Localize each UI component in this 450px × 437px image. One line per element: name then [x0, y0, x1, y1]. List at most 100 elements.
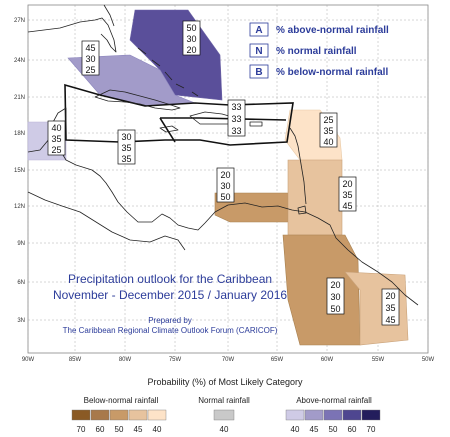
lon-label: 75W [169, 357, 182, 363]
svg-text:35: 35 [323, 126, 333, 136]
map-title: Precipitation outlook for the Caribbean … [53, 272, 287, 335]
lat-label: 21N [14, 95, 25, 101]
category-legend: A % above-normal rainfall N % normal rai… [249, 22, 389, 79]
svg-text:40: 40 [51, 123, 61, 133]
lon-label: 80W [119, 357, 132, 363]
svg-text:20: 20 [342, 179, 352, 189]
coast-gulf-florida [27, 17, 117, 53]
lon-label: 65W [271, 357, 284, 363]
zone-label-cuba-west: 45 30 25 [81, 40, 100, 76]
legend-text: % above-normal rainfall [276, 25, 389, 36]
svg-text:33: 33 [231, 114, 241, 124]
lat-label: 3N [17, 318, 25, 324]
svg-text:35: 35 [342, 190, 352, 200]
svg-text:50: 50 [115, 425, 124, 434]
legend-letter-box [249, 64, 269, 79]
zone-divider [159, 117, 176, 143]
svg-text:45: 45 [310, 425, 319, 434]
svg-text:60: 60 [96, 425, 105, 434]
island-lesser-antilles [289, 127, 307, 205]
zone-label-yucatan: 40 35 25 [47, 120, 66, 156]
colorbar-above-ticks: 40 45 50 60 70 [291, 425, 376, 434]
svg-text:50: 50 [220, 192, 230, 202]
svg-text:30: 30 [85, 54, 95, 64]
svg-text:45: 45 [134, 425, 143, 434]
lat-label: 24N [14, 58, 25, 64]
lat-label: 18N [14, 131, 25, 137]
prepared-by: Prepared by [148, 316, 192, 325]
svg-text:40: 40 [153, 425, 162, 434]
prepared-by-org: The Caribbean Regional Climate Outlook F… [63, 326, 278, 335]
svg-text:70: 70 [367, 425, 376, 434]
lat-label: 27N [14, 18, 25, 24]
title-line-1: Precipitation outlook for the Caribbean [68, 272, 272, 286]
zone-label-bahamas: 50 30 20 [182, 20, 201, 56]
zone-label-leeward: 25 35 40 [319, 112, 338, 148]
zone-labels: 50 30 20 45 30 25 40 35 25 30 35 35 33 3… [47, 20, 400, 326]
colorbar: Probability (%) of Most Likely Category … [71, 377, 381, 434]
colorbar-normal-swatch [213, 409, 235, 421]
lon-label: 50W [422, 357, 435, 363]
colorbar-below-swatches [71, 409, 167, 421]
zone-trinidad[interactable] [287, 159, 343, 236]
colorbar-below-label: Below-normal rainfall [84, 396, 159, 405]
svg-text:20: 20 [330, 280, 340, 290]
lon-label: 85W [69, 357, 82, 363]
svg-text:40: 40 [291, 425, 300, 434]
coast-pacific-central-america [27, 191, 186, 251]
island-jamaica [159, 125, 179, 133]
svg-text:40: 40 [323, 137, 333, 147]
coast-mexico-central-america [27, 107, 206, 231]
island-cuba [94, 89, 181, 111]
zone-label-hispaniola: 33 33 33 [227, 99, 246, 137]
lon-label: 55W [372, 357, 385, 363]
svg-text:70: 70 [77, 425, 86, 434]
svg-text:30: 30 [121, 132, 131, 142]
zone-label-jamaica: 30 35 35 [117, 129, 136, 165]
svg-text:20: 20 [186, 45, 196, 55]
lat-label: 12N [14, 204, 25, 210]
legend-letter-box [249, 43, 269, 58]
coast-south-america [204, 202, 419, 306]
svg-text:35: 35 [51, 134, 61, 144]
svg-text:25: 25 [323, 115, 333, 125]
svg-text:20: 20 [220, 170, 230, 180]
island-puerto-rico [249, 121, 263, 127]
svg-text:20: 20 [385, 291, 395, 301]
colorbar-above-label: Above-normal rainfall [296, 396, 372, 405]
svg-text:33: 33 [231, 126, 241, 136]
legend-letter: N [255, 46, 262, 57]
colorbar-above-swatches [285, 409, 381, 421]
svg-text:25: 25 [51, 145, 61, 155]
coast-florida-east [103, 4, 115, 27]
lat-label: 9N [17, 241, 25, 247]
zone-divider [160, 117, 287, 121]
legend-text: % normal rainfall [276, 46, 357, 57]
legend-text: % below-normal rainfall [276, 67, 388, 78]
svg-text:35: 35 [121, 154, 131, 164]
lon-label: 90W [22, 357, 35, 363]
title-line-2: November - December 2015 / January 2016 [53, 288, 287, 302]
svg-text:30: 30 [220, 181, 230, 191]
svg-text:35: 35 [385, 303, 395, 313]
svg-text:25: 25 [85, 65, 95, 75]
svg-text:60: 60 [348, 425, 357, 434]
longitude-labels: 90W 85W 80W 75W 70W 65W 60W 55W 50W [22, 357, 435, 363]
svg-text:50: 50 [186, 23, 196, 33]
colorbar-title: Probability (%) of Most Likely Category [147, 377, 303, 387]
legend-letter-box [249, 22, 269, 37]
colorbar-normal-tick: 40 [220, 425, 229, 434]
latitude-labels: 27N 24N 21N 18N 15N 12N 9N 6N 3N [14, 18, 25, 324]
svg-text:33: 33 [231, 102, 241, 112]
lat-label: 6N [17, 280, 25, 286]
zone-label-trinidad: 20 35 45 [338, 176, 357, 212]
svg-text:35: 35 [121, 143, 131, 153]
coastlines [27, 4, 419, 306]
svg-text:30: 30 [186, 34, 196, 44]
lat-label: 15N [14, 168, 25, 174]
legend-letter: A [255, 25, 262, 36]
zone-label-guyana: 20 30 50 [326, 277, 345, 315]
svg-text:50: 50 [330, 304, 340, 314]
lon-label: 60W [321, 357, 334, 363]
